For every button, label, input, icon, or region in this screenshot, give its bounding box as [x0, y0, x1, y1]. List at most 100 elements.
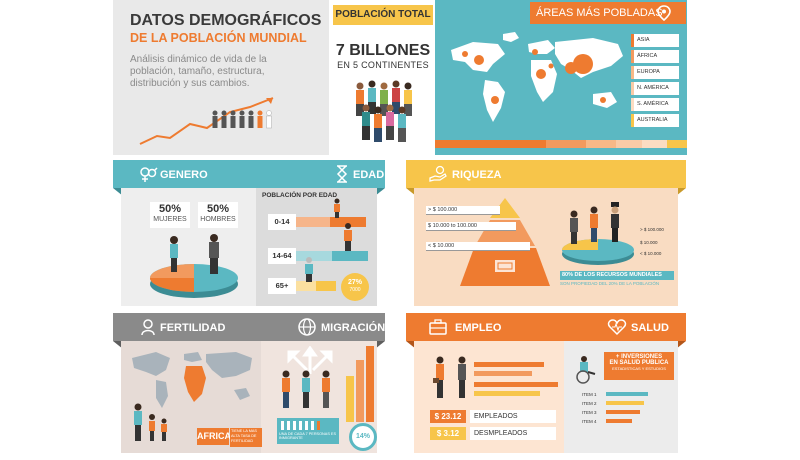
legend-item: S. AMÉRICA	[631, 98, 679, 111]
age-bar-2-light	[296, 281, 316, 291]
salud-title-2: EN SALUD PUBLICA	[609, 360, 669, 366]
heart-icon	[607, 319, 627, 336]
legend-item: EUROPA	[631, 66, 679, 79]
genero-label: GENERO	[160, 169, 208, 181]
wheelchair-figure	[576, 356, 596, 384]
gender-icon	[140, 167, 158, 182]
age-badge-sub: 7000	[349, 287, 361, 293]
empleo-banner	[406, 313, 686, 341]
adult-figure	[344, 223, 352, 251]
mujeres-label: MUJERES	[153, 216, 187, 223]
salud-item-bar	[606, 401, 644, 405]
wealth-right-level-1: $ 10.000	[640, 240, 658, 245]
hourglass-icon	[336, 165, 348, 183]
worker-figures	[433, 356, 466, 398]
family-figures	[134, 403, 167, 441]
areas-bar-strip	[435, 140, 687, 148]
migration-caption-box: UNA DE CADA 7 PERSONAS ES INMIGRANTE	[277, 418, 339, 444]
empleo-bar-0	[474, 362, 544, 367]
banner-fold	[406, 341, 416, 349]
header-panel	[113, 0, 329, 155]
migration-mini-people	[281, 421, 320, 430]
hombres-bubble: 50% HOMBRES	[198, 202, 238, 228]
dotted-world-map	[132, 352, 252, 408]
baby-icon	[141, 319, 155, 336]
banner-fold	[113, 188, 123, 196]
elder-figure	[305, 257, 313, 282]
salud-title-box: + INVERSIONES EN SALUD PUBLICA ESTADISTI…	[604, 352, 674, 380]
desempleados-value: $ 3.12	[430, 427, 466, 440]
banner-fold	[375, 341, 385, 349]
empleados-value: $ 23.12	[430, 410, 466, 423]
salud-item-label: ITEM 4	[582, 418, 597, 424]
empleo-label: EMPLEO	[455, 322, 502, 334]
salud-item-row: ITEM 1	[582, 390, 648, 398]
wealth-right-level-0: > $ 100.000	[640, 227, 664, 232]
world-map	[451, 32, 623, 122]
fertilidad-banner	[113, 313, 385, 341]
salud-item-label: ITEM 1	[582, 391, 597, 397]
age-bar-0	[296, 217, 366, 227]
africa-badge: AFRICA	[197, 428, 231, 445]
globe-icon	[298, 318, 316, 336]
empleo-bar-1	[474, 371, 532, 376]
crowd-illustration	[356, 80, 412, 142]
migration-bars	[346, 346, 374, 422]
salud-item-bar	[606, 392, 648, 396]
hombres-pct: 50%	[206, 203, 230, 215]
salud-item-row: ITEM 2	[582, 399, 648, 407]
salud-label: SALUD	[631, 322, 669, 334]
hombres-label: HOMBRES	[200, 216, 236, 223]
mujeres-pct: 50%	[158, 203, 182, 215]
areas-title: ÁREAS MÁS POBLADAS	[536, 7, 663, 19]
migrant-figures	[282, 370, 330, 408]
age-label-1: 14-64	[268, 248, 296, 264]
empleo-bar-3	[474, 391, 540, 396]
migration-pct-badge: 14%	[349, 423, 377, 451]
wealth-level-1: $ 10.000 to 100.000	[426, 222, 516, 231]
age-bar-1	[296, 251, 368, 261]
desempleados-label: DESMPLEADOS	[470, 427, 556, 440]
banner-fold	[676, 188, 686, 196]
legend-item: ÁFRICA	[631, 50, 679, 63]
migration-arrows	[287, 346, 333, 374]
banner-fold	[406, 188, 416, 196]
wealth-level-2: < $ 10.000	[426, 242, 530, 251]
genero-edad-banner	[113, 160, 385, 188]
poblacion-total-badge: POBLACIÓN TOTAL	[333, 5, 433, 25]
page-description: Análisis dinámico de vida de la població…	[130, 54, 267, 89]
location-pin-icon	[657, 5, 671, 21]
child-figure	[334, 198, 340, 218]
legend-item: AUSTRALIA	[631, 114, 679, 127]
mujeres-bubble: 50% MUJERES	[150, 202, 190, 228]
migration-caption: UNA DE CADA 7 PERSONAS ES INMIGRANTE	[279, 432, 336, 440]
fertilidad-label: FERTILIDAD	[160, 322, 226, 334]
age-badge: 27% 7000	[341, 273, 369, 301]
age-label-2: 65+	[268, 278, 296, 294]
age-bar-0-light	[296, 217, 330, 227]
edad-label: EDAD	[353, 169, 385, 181]
salud-title-1: + INVERSIONES	[615, 354, 663, 360]
migracion-label: MIGRACIÓN	[321, 322, 386, 334]
empleados-label: EMPLEADOS	[470, 410, 556, 423]
wealth-people-pie	[562, 202, 634, 265]
wealth-right-level-2: < $ 10.000	[640, 251, 662, 256]
age-badge-pct: 27%	[347, 279, 362, 286]
salud-title-3: ESTADISTICAS Y ESTUDIOS	[612, 366, 666, 371]
salud-item-bar	[606, 410, 640, 414]
riqueza-label: RIQUEZA	[452, 169, 502, 181]
age-bar-2	[296, 281, 336, 291]
salud-item-bar	[606, 419, 632, 423]
legend-item: N. AMÉRICA	[631, 82, 679, 95]
banner-fold	[375, 188, 385, 196]
areas-legend: ASIA ÁFRICA EUROPA N. AMÉRICA S. AMÉRICA…	[631, 34, 679, 130]
salud-item-row: ITEM 4	[582, 417, 648, 425]
salud-items: ITEM 1 ITEM 2 ITEM 3 ITEM 4	[582, 390, 648, 425]
wealth-level-0: > $ 100.000	[426, 206, 500, 215]
wealth-pyramid	[460, 198, 550, 286]
hand-money-icon	[429, 165, 447, 182]
riqueza-banner	[406, 160, 686, 188]
riqueza-caption-2: SON PROPIEDAD DEL 20% DE LA POBLACIÓN	[560, 281, 660, 286]
trend-line-graphic	[139, 97, 274, 145]
briefcase-icon	[429, 319, 447, 335]
